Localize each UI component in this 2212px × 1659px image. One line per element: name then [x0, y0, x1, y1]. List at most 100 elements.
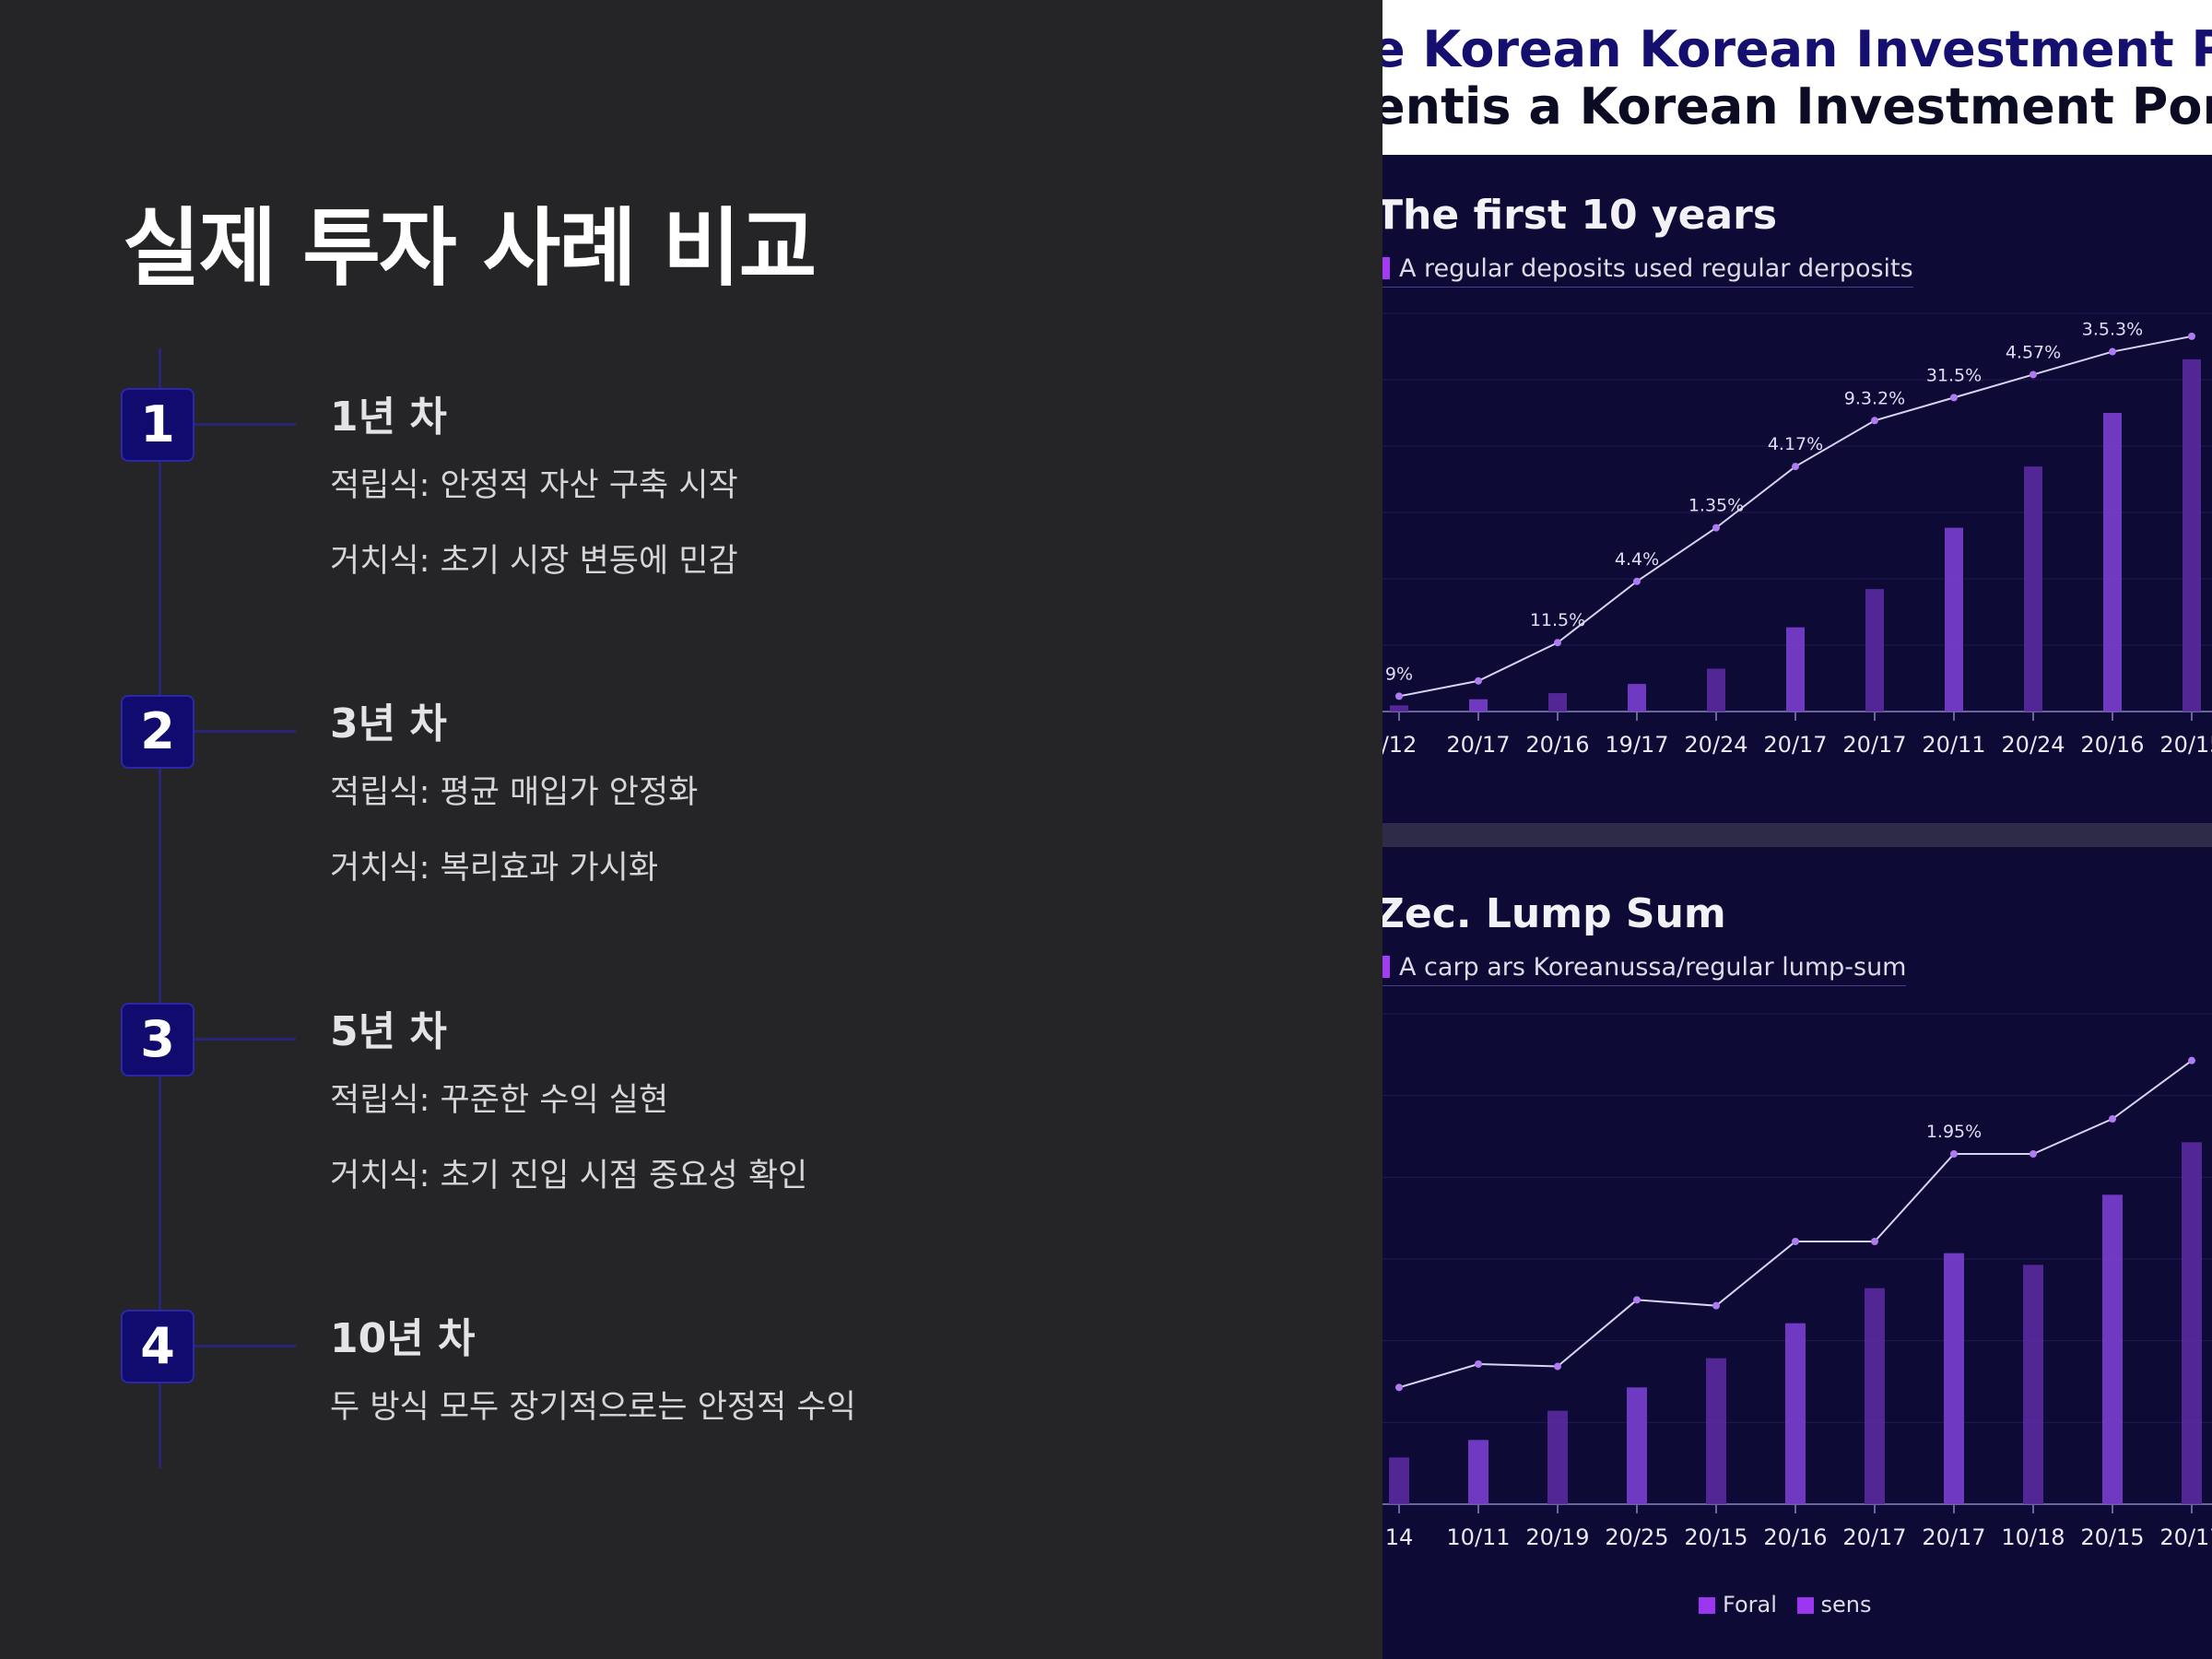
step-connector [194, 1038, 296, 1041]
trend-point [1554, 1362, 1561, 1371]
x-tick-label: 10/18 [2001, 1524, 2065, 1550]
chart-2-title: Zec. Lump Sum [1382, 890, 1726, 937]
x-tick-label: 19/17 [1605, 732, 1668, 758]
chart-bar [1785, 1323, 1806, 1504]
step-title: 1년 차 [330, 394, 447, 441]
trend-point [2188, 332, 2195, 340]
step-line-2: 거치식: 초기 진입 시점 중요성 확인 [330, 1158, 808, 1194]
chart-legend: Foral sens [1699, 1592, 1872, 1618]
step-line-1: 두 방식 모두 장기적으로는 안정적 수익 [330, 1389, 856, 1426]
trend-point [2030, 371, 2037, 379]
slide-title: 실제 투자 사례 비교 [123, 199, 817, 298]
x-tick-label: 20/15 [1684, 1524, 1747, 1550]
data-label: 11.5% [1530, 610, 1585, 630]
trend-point [1712, 1301, 1720, 1310]
trend-point [1395, 692, 1403, 700]
timeline-line [159, 348, 161, 1468]
chart-bar [1469, 699, 1488, 712]
trend-point [1792, 463, 1799, 471]
x-tick-label: 20/16 [1525, 732, 1589, 758]
step-number-badge: 1 [121, 388, 194, 462]
data-label: 1.95% [1926, 1122, 1982, 1142]
trend-point [1633, 577, 1641, 585]
chart-bar [1786, 627, 1805, 712]
trend-point [1554, 639, 1561, 647]
chart-bar [2183, 359, 2201, 712]
x-tick-label: 20/17 [2159, 1524, 2212, 1550]
step-number-badge: 3 [121, 1003, 194, 1077]
trend-point [1712, 524, 1720, 532]
timeline-step-2: 2 3년 차 적립식: 평균 매입가 안정화 거치식: 복리효과 가시화 [0, 655, 1290, 887]
legend-label: sens [1820, 1592, 1872, 1618]
data-label: 31.5% [1926, 365, 1982, 385]
chart-bar [1390, 705, 1408, 712]
step-line-1: 적립식: 안정적 자산 구축 시작 [330, 467, 738, 504]
chart-bar [2182, 1142, 2202, 1504]
slide-text-panel: 실제 투자 사례 비교 1 1년 차 적립식: 안정적 자산 구축 시작 거치식… [0, 199, 1290, 1468]
x-tick-label: 20/17 [1842, 732, 1906, 758]
legend-swatch [1796, 1597, 1814, 1614]
step-title: 5년 차 [330, 1008, 447, 1055]
x-tick-label: 20/19 [1525, 1524, 1589, 1550]
chart-bar [1548, 693, 1567, 712]
timeline-step-3: 3 5년 차 적립식: 꾸준한 수익 실현 거치식: 초기 진입 시점 중요성 … [0, 963, 1290, 1194]
trend-point [1395, 1383, 1403, 1392]
image-header: e Korean Korean Investment Portfo entis … [1382, 0, 2212, 155]
trend-point [1871, 417, 1878, 425]
x-tick-label: 10/11 [1446, 1524, 1510, 1550]
trend-point [1633, 1296, 1641, 1304]
chart-bar [1865, 589, 1884, 712]
x-tick-label: 20/17 [1763, 732, 1827, 758]
data-label: 4.17% [1768, 434, 1823, 454]
chart-1: /12 20/17 20/16 19/17 20/24 20/17 20/17 20/11 20… [1382, 312, 2212, 758]
chart-bar [2103, 413, 2122, 712]
trend-point [2109, 1115, 2116, 1123]
chart-bar [1945, 527, 1963, 712]
header-line-2: entis a Korean Investment Portfol [1382, 77, 2212, 135]
trend-point [2109, 347, 2116, 356]
step-line-2: 거치식: 초기 시장 변동에 민감 [330, 543, 738, 580]
x-tick-label: 20/17 [1922, 1524, 1985, 1550]
step-title: 10년 차 [330, 1315, 476, 1362]
legend-swatch [1699, 1597, 1715, 1614]
chart-image: e Korean Korean Investment Portfo entis … [1382, 0, 2212, 1659]
chart-1-subtitle: A regular deposits used regular derposit… [1382, 254, 1913, 288]
x-tick-label: 20/16 [1763, 1524, 1827, 1550]
step-title: 3년 차 [330, 700, 447, 747]
x-tick-label: /12 [1382, 732, 1417, 758]
trend-point [1475, 1360, 1482, 1368]
x-tick-label: 14 [1385, 1524, 1414, 1550]
trend-point [2030, 1150, 2037, 1158]
x-tick-label: 20/15 [2080, 1524, 2144, 1550]
step-connector [194, 730, 296, 733]
x-tick-label: 20/16 [2080, 732, 2144, 758]
step-number-badge: 2 [121, 695, 194, 769]
trend-point [1950, 1150, 1958, 1158]
data-label: 3.5.3% [2082, 320, 2143, 340]
chart-2-subtitle: A carp ars Koreanussa/regular lump-sum [1382, 953, 1907, 986]
chart-bar [1707, 668, 1725, 712]
chart-bar [1547, 1410, 1568, 1504]
step-connector [194, 1345, 296, 1347]
step-line-2: 거치식: 복리효과 가시화 [330, 850, 659, 887]
trend-point [1792, 1238, 1799, 1245]
x-tick-label: 20/15 [2159, 732, 2212, 758]
trend-point [1950, 394, 1958, 402]
timeline-step-1: 1 1년 차 적립식: 안정적 자산 구축 시작 거치식: 초기 시장 변동에 … [0, 348, 1290, 580]
data-label: 9.3.2% [1844, 388, 1905, 408]
step-number-badge: 4 [121, 1310, 194, 1383]
trend-point [1475, 677, 1482, 685]
data-label: 4.57% [2006, 342, 2061, 362]
data-label: 9% [1385, 664, 1413, 684]
timeline-step-4: 4 10년 차 두 방식 모두 장기적으로는 안정적 수익 [0, 1270, 1290, 1454]
x-tick-label: 20/24 [2001, 732, 2065, 758]
trend-point [1871, 1238, 1878, 1245]
x-tick-label: 20/24 [1684, 732, 1747, 758]
chart-bar [1389, 1457, 1409, 1504]
chart-bar [2024, 466, 2042, 712]
x-tick-label: 20/17 [1842, 1524, 1906, 1550]
trend-point [2188, 1056, 2195, 1065]
step-line-1: 적립식: 평균 매입가 안정화 [330, 774, 699, 811]
step-line-1: 적립식: 꾸준한 수익 실현 [330, 1082, 669, 1119]
chart-1-title: The first 10 years [1382, 192, 1778, 239]
